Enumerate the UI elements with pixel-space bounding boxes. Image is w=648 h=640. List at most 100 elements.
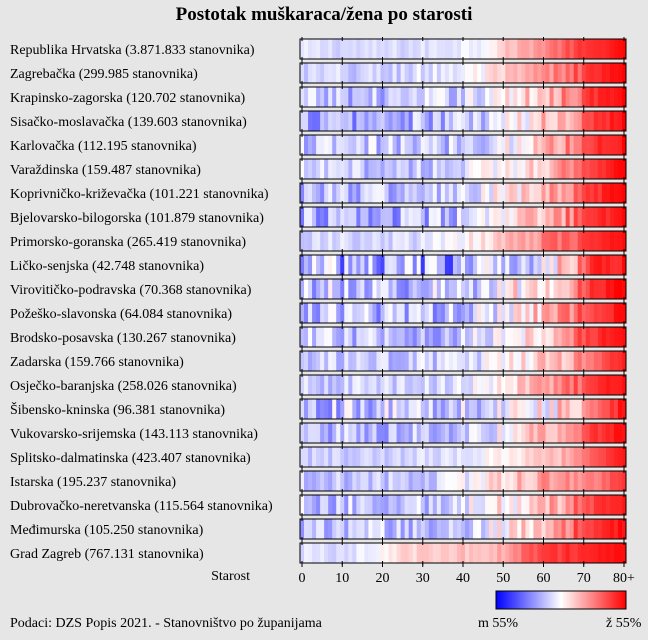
- heatmap-cell: [609, 375, 615, 395]
- heatmap-cell: [553, 63, 558, 83]
- heatmap-cell: [597, 255, 603, 275]
- heatmap-cell: [489, 159, 494, 179]
- heatmap-cell: [581, 87, 587, 107]
- heatmap-cell: [601, 135, 607, 155]
- heatmap-cell: [573, 63, 579, 83]
- heatmap-cell: [469, 87, 474, 107]
- heatmap-cell: [352, 231, 357, 251]
- heatmap-cell: [561, 423, 567, 443]
- heatmap-cell: [493, 183, 498, 203]
- heatmap-cell: [617, 207, 623, 227]
- heatmap-row: [299, 253, 627, 277]
- heatmap-cell: [565, 231, 571, 251]
- heatmap-cell: [477, 351, 482, 371]
- heatmap-cell: [428, 63, 434, 83]
- heatmap-cell: [505, 447, 510, 467]
- heatmap-cell: [376, 375, 381, 395]
- heatmap-cell: [489, 351, 494, 371]
- heatmap-cell: [316, 303, 321, 323]
- heatmap-cell: [585, 255, 591, 275]
- heatmap-cell: [384, 39, 389, 59]
- heatmap-cell: [364, 495, 369, 515]
- heatmap-cell: [384, 255, 389, 275]
- heatmap-cell: [444, 423, 450, 443]
- heatmap-cell: [380, 135, 385, 155]
- heatmap-cell: [473, 183, 478, 203]
- heatmap-cell: [577, 495, 583, 515]
- heatmap-cell: [408, 303, 414, 323]
- heatmap-cell: [577, 543, 583, 563]
- heatmap-cell: [621, 159, 627, 179]
- heatmap-cell: [557, 255, 562, 275]
- heatmap-cell: [517, 543, 522, 563]
- heatmap-cell: [525, 375, 530, 395]
- heatmap-cell: [380, 327, 385, 347]
- heatmap-cell: [436, 351, 442, 371]
- heatmap-cell: [613, 303, 619, 323]
- heatmap-cell: [569, 39, 575, 59]
- heatmap-cell: [352, 207, 357, 227]
- heatmap-cell: [336, 303, 341, 323]
- heatmap-cell: [304, 63, 309, 83]
- heatmap-cell: [460, 279, 466, 299]
- heatmap-cell: [621, 63, 627, 83]
- heatmap-cell: [396, 495, 402, 515]
- heatmap-cell: [344, 399, 349, 419]
- heatmap-cell: [416, 87, 422, 107]
- heatmap-cell: [501, 543, 506, 563]
- heatmap-cell: [404, 351, 410, 371]
- heatmap-cell: [545, 231, 550, 251]
- heatmap-cell: [380, 63, 385, 83]
- heatmap-cell: [557, 63, 562, 83]
- heatmap-cell: [376, 303, 381, 323]
- heatmap-cell: [320, 495, 325, 515]
- heatmap-cell: [545, 399, 550, 419]
- heatmap-cell: [497, 543, 502, 563]
- heatmap-cell: [444, 111, 450, 131]
- heatmap-cell: [356, 207, 361, 227]
- heatmap-cell: [605, 207, 611, 227]
- heatmap-cell: [585, 519, 591, 539]
- heatmap-cell: [308, 375, 313, 395]
- heatmap-cell: [533, 39, 538, 59]
- heatmap-cell: [444, 63, 450, 83]
- heatmap-cell: [320, 543, 325, 563]
- heatmap-cell: [621, 255, 627, 275]
- heatmap-cell: [505, 351, 510, 371]
- heatmap-cell: [360, 231, 365, 251]
- heatmap-cell: [320, 279, 325, 299]
- heatmap-cell: [537, 543, 542, 563]
- heatmap-cell: [597, 543, 603, 563]
- heatmap-cell: [593, 135, 599, 155]
- heatmap-cell: [448, 111, 454, 131]
- heatmap-cell: [577, 183, 583, 203]
- heatmap-cell: [465, 447, 470, 467]
- heatmap-cell: [605, 87, 611, 107]
- heatmap-cell: [485, 231, 490, 251]
- heatmap-row: [299, 517, 627, 541]
- heatmap-cell: [549, 39, 554, 59]
- heatmap-cell: [348, 279, 353, 299]
- heatmap-cell: [577, 399, 583, 419]
- heatmap-cell: [621, 471, 627, 491]
- heatmap-cell: [505, 543, 510, 563]
- heatmap-cell: [517, 159, 522, 179]
- heatmap-cell: [613, 255, 619, 275]
- heatmap-cell: [597, 231, 603, 251]
- heatmap-cell: [424, 543, 430, 563]
- heatmap-cell: [324, 447, 329, 467]
- heatmap-cell: [553, 135, 558, 155]
- heatmap-cell: [304, 495, 309, 515]
- heatmap-cell: [440, 183, 446, 203]
- heatmap-cell: [549, 231, 554, 251]
- heatmap-cell: [533, 351, 538, 371]
- heatmap-row: [299, 61, 627, 85]
- heatmap-cell: [364, 159, 369, 179]
- heatmap-cell: [456, 111, 462, 131]
- heatmap-cell: [440, 87, 446, 107]
- heatmap-cell: [605, 447, 611, 467]
- heatmap-cell: [605, 183, 611, 203]
- heatmap-cell: [356, 375, 361, 395]
- heatmap-cell: [304, 351, 309, 371]
- heatmap-cell: [489, 39, 494, 59]
